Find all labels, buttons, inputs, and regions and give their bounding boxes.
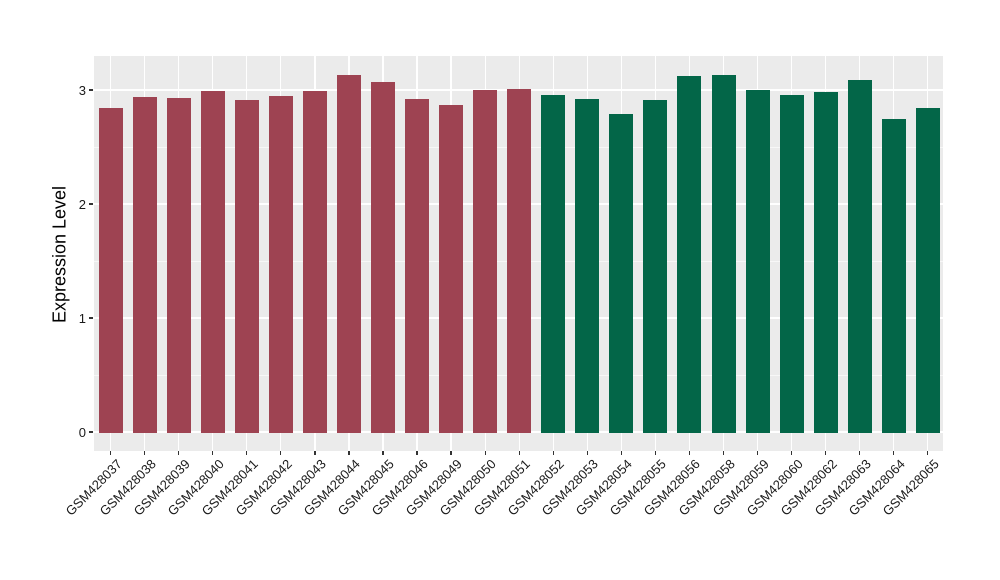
y-tick-mark (89, 317, 93, 319)
x-tick-mark (859, 451, 861, 455)
y-tick-label-1: 1 (78, 310, 86, 326)
bar-GSM428056 (677, 76, 702, 433)
bar-GSM428039 (166, 97, 191, 433)
y-tick-label-0: 0 (78, 424, 86, 440)
x-tick-mark (144, 451, 146, 455)
bar-GSM428040 (200, 91, 225, 433)
x-tick-mark (825, 451, 827, 455)
y-tick-label-2: 2 (78, 196, 86, 212)
bar-GSM428058 (711, 75, 736, 433)
x-tick-mark (109, 451, 112, 455)
bar-GSM428051 (507, 88, 532, 433)
y-tick-mark (89, 431, 93, 433)
bar-GSM428054 (609, 113, 634, 433)
x-tick-mark (450, 451, 452, 455)
bar-GSM428064 (881, 118, 906, 433)
bar-GSM428049 (439, 104, 464, 433)
x-tick-mark (348, 451, 350, 455)
bar-GSM428052 (541, 94, 566, 433)
x-tick-mark (280, 451, 282, 455)
bar-GSM428038 (132, 96, 157, 433)
y-tick-mark (89, 203, 93, 205)
x-tick-mark (552, 451, 554, 455)
x-tick-mark (178, 451, 180, 455)
x-tick-mark (654, 451, 657, 455)
bar-GSM428045 (371, 82, 395, 433)
x-tick-mark (382, 451, 384, 455)
x-tick-mark (212, 451, 214, 455)
y-tick-label-3: 3 (78, 82, 86, 98)
x-tick-mark (620, 451, 622, 455)
x-tick-mark (927, 451, 929, 455)
bar-GSM428062 (813, 92, 838, 433)
bar-GSM428065 (915, 108, 940, 433)
bar-GSM428037 (98, 108, 123, 433)
bar-GSM428041 (234, 100, 259, 433)
x-tick-mark (246, 451, 248, 455)
bar-GSM428044 (336, 75, 361, 433)
x-tick-mark (314, 451, 316, 455)
x-tick-mark (790, 451, 793, 455)
x-tick-mark (518, 451, 520, 455)
x-tick-mark (756, 451, 759, 455)
x-tick-mark (484, 451, 486, 455)
bar-GSM428060 (779, 94, 804, 433)
bar-GSM428059 (745, 90, 770, 433)
y-tick-mark (89, 89, 93, 91)
bar-GSM428043 (302, 91, 327, 433)
x-tick-mark (416, 451, 418, 455)
bar-GSM428053 (575, 99, 600, 433)
bar-GSM428046 (405, 99, 430, 433)
x-tick-mark (722, 451, 725, 455)
x-tick-mark (688, 451, 691, 455)
bar-GSM428063 (847, 79, 872, 433)
y-axis-title: Expression Level (49, 185, 70, 324)
x-tick-mark (586, 451, 588, 455)
x-tick-mark (893, 451, 895, 455)
plot-panel (94, 56, 943, 451)
bar-GSM428050 (473, 90, 498, 433)
bar-GSM428042 (268, 95, 293, 433)
bar-GSM428055 (643, 100, 668, 433)
